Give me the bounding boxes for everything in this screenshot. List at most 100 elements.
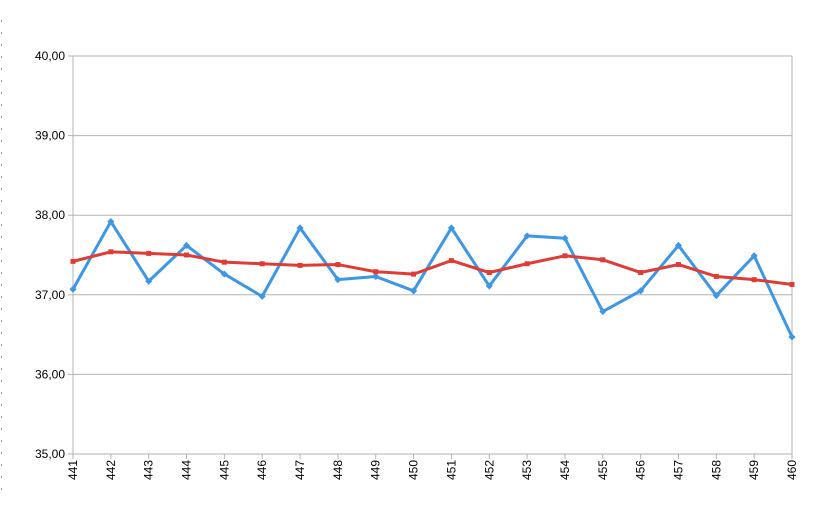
data-point [712, 292, 720, 300]
edge-dot [1, 236, 2, 238]
edge-dot [1, 20, 2, 22]
series-2 [70, 249, 795, 287]
data-point [524, 261, 530, 267]
edge-dot [1, 200, 2, 202]
x-tick-label: 441 [66, 460, 80, 480]
x-tick-label: 446 [255, 460, 269, 480]
edge-dot [1, 212, 2, 214]
edge-dot [1, 80, 2, 82]
edge-dot [1, 272, 2, 274]
x-tick-label: 459 [747, 460, 761, 480]
series-1 [69, 218, 796, 341]
data-point [220, 270, 228, 278]
x-tick-label: 457 [671, 460, 685, 480]
data-point [258, 292, 266, 300]
data-point [750, 252, 758, 260]
data-point [146, 250, 152, 256]
data-point [108, 249, 114, 255]
y-tick-label: 38,00 [35, 208, 65, 222]
data-point [221, 259, 227, 265]
edge-dot [1, 284, 2, 286]
x-tick-label: 449 [369, 460, 383, 480]
data-point [184, 252, 190, 258]
x-tick-label: 452 [482, 460, 496, 480]
edge-dot [1, 44, 2, 46]
data-point [447, 224, 455, 232]
y-tick-label: 39,00 [35, 129, 65, 143]
x-tick-label: 445 [217, 460, 231, 480]
data-point [70, 258, 76, 264]
data-point [69, 285, 77, 293]
y-tick-label: 36,00 [35, 367, 65, 381]
edge-dot [1, 188, 2, 190]
data-point [411, 271, 417, 277]
edge-dot [1, 404, 2, 406]
data-point [561, 234, 569, 242]
axes [72, 56, 793, 459]
x-tick-label: 453 [520, 460, 534, 480]
edge-dot [1, 56, 2, 58]
edge-dot [1, 260, 2, 262]
edge-dot [1, 320, 2, 322]
data-point [297, 262, 303, 268]
edge-dot [1, 416, 2, 418]
edge-dot [1, 368, 2, 370]
data-point [296, 224, 304, 232]
data-point [523, 232, 531, 240]
series [69, 218, 796, 341]
edge-dot [1, 428, 2, 430]
edge-dot [1, 476, 2, 478]
series-line [72, 250, 793, 286]
x-tick-labels: 441 442 443 444 445 446 447 448 449 450 451 452 453 4… [66, 454, 799, 480]
data-point [638, 270, 644, 276]
edge-dot [1, 464, 2, 466]
edge-dot [1, 140, 2, 142]
edge-dot [1, 392, 2, 394]
edge-dot [1, 176, 2, 178]
edge-dot [1, 440, 2, 442]
data-point [335, 262, 341, 268]
edge-dot [1, 32, 2, 34]
data-point [485, 282, 493, 290]
edge-dot [1, 224, 2, 226]
x-tick-label: 460 [785, 460, 799, 480]
y-tick-label: 37,00 [35, 288, 65, 302]
edge-dot [1, 128, 2, 130]
data-point [486, 270, 492, 276]
x-tick-label: 442 [104, 460, 118, 480]
x-tick-label: 456 [634, 460, 648, 480]
data-point [372, 272, 380, 281]
data-point [334, 276, 342, 284]
x-tick-label: 444 [180, 460, 194, 480]
data-point [182, 241, 191, 249]
data-point [789, 281, 795, 287]
series-line [71, 220, 794, 338]
edge-dot [1, 344, 2, 346]
edge-dot [1, 380, 2, 382]
edge-dot [1, 452, 2, 454]
data-point [637, 287, 645, 295]
data-point [373, 269, 379, 275]
data-point [562, 253, 568, 259]
data-point [751, 277, 757, 283]
edge-dot [1, 308, 2, 310]
y-tick-labels: 35,00 36,00 37,00 38,00 39,00 40,00 [35, 49, 65, 461]
data-point [788, 333, 796, 341]
data-point [448, 258, 454, 264]
x-tick-label: 458 [709, 460, 723, 480]
edge-dot [1, 164, 2, 166]
y-tick-label: 35,00 [35, 447, 65, 461]
data-point [599, 307, 607, 316]
edge-dot [1, 248, 2, 250]
edge-dot [1, 488, 2, 490]
edge-dot [1, 296, 2, 298]
data-point [107, 218, 115, 226]
x-tick-label: 451 [444, 460, 458, 480]
edge-dot [1, 356, 2, 358]
data-point [600, 257, 606, 263]
y-tick-label: 40,00 [35, 49, 65, 63]
data-point [675, 262, 681, 268]
edge-dot [1, 116, 2, 118]
left-edge-dots [1, 20, 2, 490]
